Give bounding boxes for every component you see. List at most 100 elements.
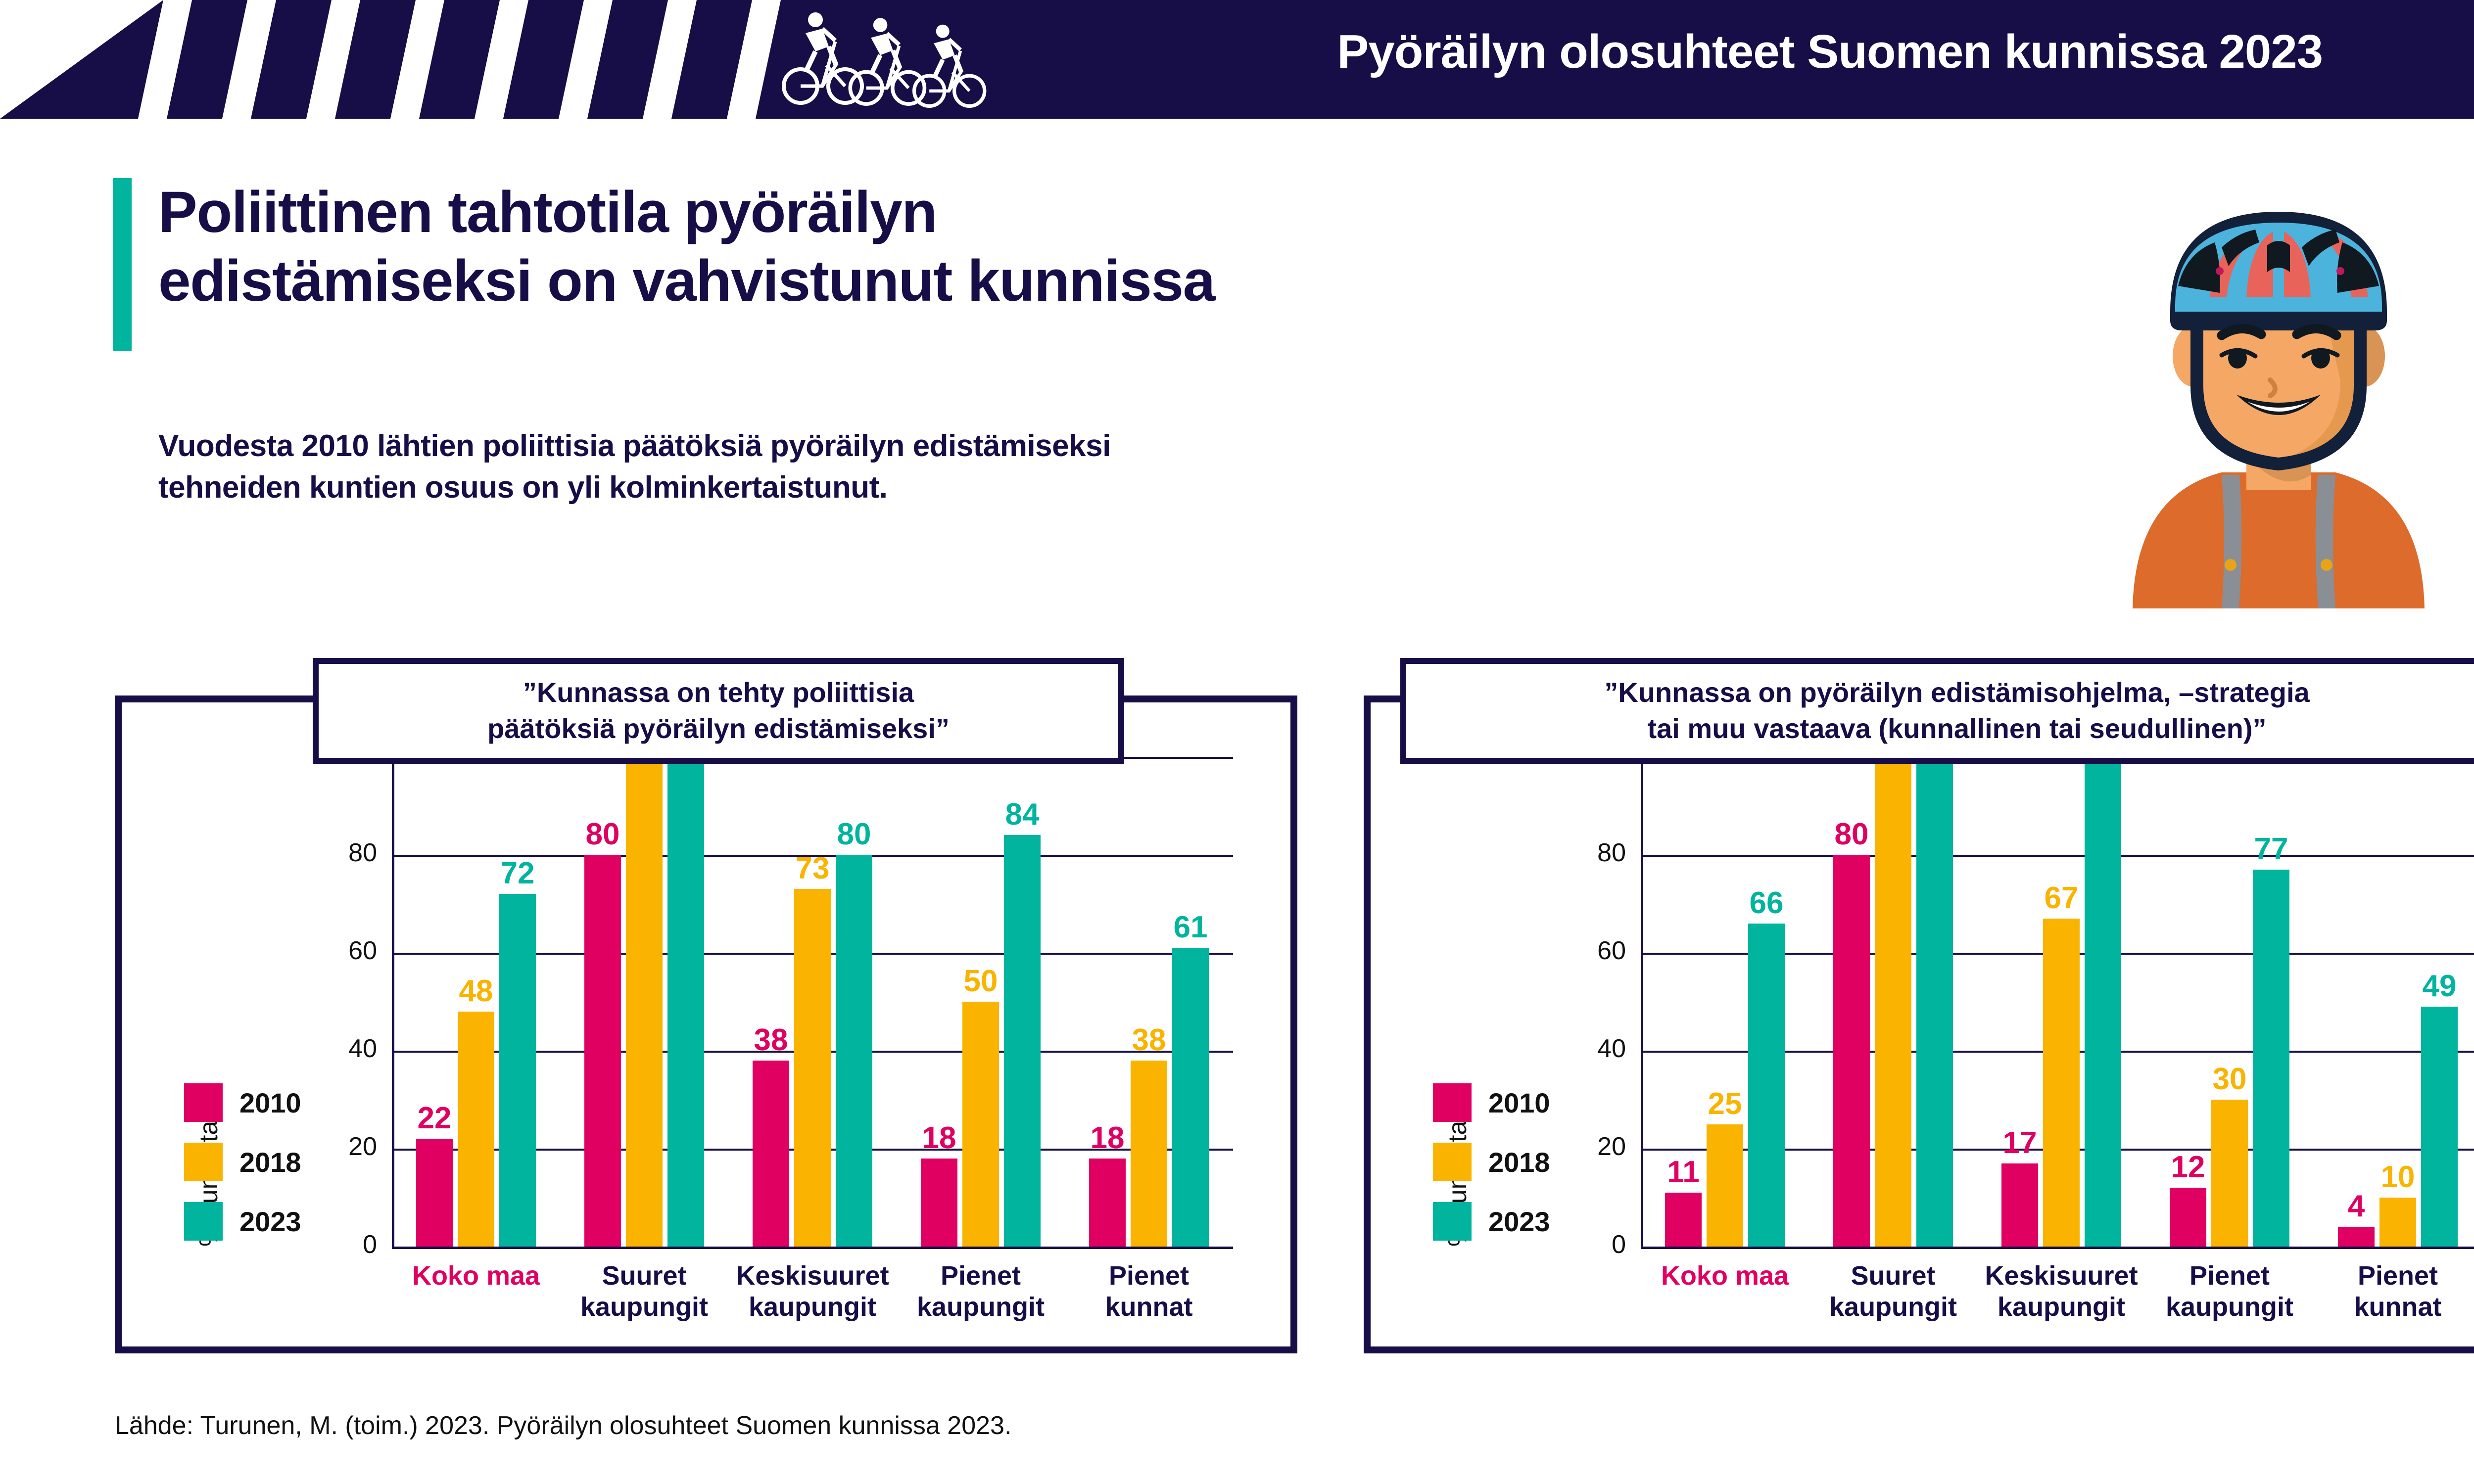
gridline xyxy=(392,855,1233,857)
bar-value-label: 80 xyxy=(585,817,620,851)
bar[interactable] xyxy=(584,855,621,1247)
bar-column[interactable]: 61 xyxy=(1172,757,1209,1247)
bar-column[interactable]: 4 xyxy=(2338,757,2375,1247)
bar-group: 80100100 xyxy=(1833,719,1960,1247)
y-axis-tick: 0 xyxy=(363,1230,377,1259)
bar[interactable] xyxy=(499,894,536,1247)
x-axis-category-label: Koko maa xyxy=(392,1260,560,1292)
legend-label: 2018 xyxy=(239,1146,301,1178)
bar[interactable] xyxy=(626,757,663,1247)
legend-item[interactable]: 2018 xyxy=(1433,1143,1550,1181)
bar[interactable] xyxy=(1833,855,1870,1247)
bar-column[interactable]: 80 xyxy=(836,757,872,1247)
bar[interactable] xyxy=(836,855,872,1247)
bar[interactable] xyxy=(962,1002,999,1247)
bar-column[interactable]: 100 xyxy=(2077,719,2129,1247)
bar-column[interactable]: 22 xyxy=(416,757,453,1247)
x-axis-category-label: Pienet kaupungit xyxy=(2145,1260,2314,1322)
bar-column[interactable]: 73 xyxy=(794,757,831,1247)
bar[interactable] xyxy=(921,1158,957,1247)
gridline xyxy=(1641,855,2474,857)
bar-column[interactable]: 100 xyxy=(1909,719,1960,1247)
bar-column[interactable]: 100 xyxy=(1867,719,1919,1247)
bar-value-label: 17 xyxy=(2002,1125,2037,1160)
chart-legend: 2010 2018 2023 xyxy=(1433,1083,1550,1261)
bar[interactable] xyxy=(2085,757,2121,1247)
bar-column[interactable]: 84 xyxy=(1004,757,1041,1247)
x-axis-category-label: Suuret kaupungit xyxy=(560,1260,728,1322)
bar[interactable] xyxy=(2338,1227,2375,1247)
bar[interactable] xyxy=(1172,948,1209,1247)
legend-item[interactable]: 2018 xyxy=(184,1143,301,1181)
chart-panel-right: ”Kunnassa on pyöräilyn edistämisohjelma,… xyxy=(1364,658,2474,1360)
bar[interactable] xyxy=(2379,1198,2416,1247)
legend-swatch xyxy=(184,1083,223,1122)
category-label-line1: Pienet xyxy=(2357,1261,2438,1291)
bar[interactable] xyxy=(2253,869,2289,1247)
bar[interactable] xyxy=(1089,1158,1126,1247)
bar-column[interactable]: 18 xyxy=(921,757,957,1247)
page-title: Poliittinen tahtotila pyöräilyn edistämi… xyxy=(158,178,1643,316)
bar-column[interactable]: 48 xyxy=(458,757,494,1247)
bar-column[interactable]: 25 xyxy=(1707,757,1743,1247)
x-axis-line xyxy=(392,1247,1233,1249)
bar-value-label: 12 xyxy=(2171,1150,2205,1185)
y-axis-tick: 80 xyxy=(1597,838,1626,867)
category-label-line1: Koko maa xyxy=(1661,1261,1789,1291)
bar-group: 38 73 80 xyxy=(753,757,872,1247)
legend-item[interactable]: 2023 xyxy=(1433,1202,1550,1241)
bar[interactable] xyxy=(2001,1163,2038,1247)
source-note: Lähde: Turunen, M. (toim.) 2023. Pyöräil… xyxy=(115,1411,1012,1440)
bar-value-label: 49 xyxy=(2422,969,2457,1003)
bar[interactable] xyxy=(2421,1006,2458,1247)
bar[interactable] xyxy=(1004,835,1041,1247)
bar-value-label: 38 xyxy=(754,1022,788,1057)
bar[interactable] xyxy=(1665,1193,1702,1247)
bar[interactable] xyxy=(2211,1100,2248,1247)
bar-column[interactable]: 12 xyxy=(2170,757,2206,1247)
bar[interactable] xyxy=(667,757,704,1247)
bar-column[interactable]: 10 xyxy=(2379,757,2416,1247)
bar-column[interactable]: 80 xyxy=(584,757,621,1247)
bar-column[interactable]: 18 xyxy=(1089,757,1126,1247)
bar[interactable] xyxy=(416,1139,453,1247)
bar[interactable] xyxy=(794,889,831,1247)
category-label-line1: Pienet xyxy=(940,1261,1021,1291)
bar[interactable] xyxy=(1707,1124,1743,1247)
bar-column[interactable]: 100 xyxy=(660,719,712,1247)
bar[interactable] xyxy=(458,1011,494,1247)
x-axis-category-label: Pienet kaupungit xyxy=(897,1260,1065,1322)
y-axis-tick: 20 xyxy=(1597,1132,1626,1161)
bar-column[interactable]: 67 xyxy=(2043,757,2080,1247)
bar-column[interactable]: 38 xyxy=(753,757,789,1247)
legend-item[interactable]: 2023 xyxy=(184,1202,301,1241)
bar-column[interactable]: 11 xyxy=(1665,757,1702,1247)
bar[interactable] xyxy=(1875,757,1911,1247)
bar-column[interactable]: 66 xyxy=(1748,757,1785,1247)
bar-column[interactable]: 49 xyxy=(2421,757,2458,1247)
bar-column[interactable]: 50 xyxy=(962,757,999,1247)
legend-item[interactable]: 2010 xyxy=(1433,1083,1550,1122)
bar[interactable] xyxy=(1131,1060,1167,1247)
bar[interactable] xyxy=(2170,1188,2206,1247)
category-label-line1: Pienet xyxy=(2189,1261,2270,1291)
bar-column[interactable]: 30 xyxy=(2211,757,2248,1247)
bar-column[interactable]: 38 xyxy=(1131,757,1167,1247)
bar-column[interactable]: 80 xyxy=(1833,757,1870,1247)
bar[interactable] xyxy=(2043,918,2080,1247)
legend-item[interactable]: 2010 xyxy=(184,1083,301,1122)
bar-column[interactable]: 72 xyxy=(499,757,536,1247)
legend-label: 2018 xyxy=(1488,1146,1550,1178)
bar-value-label: 84 xyxy=(1005,797,1040,832)
bar[interactable] xyxy=(753,1060,789,1247)
bar-column[interactable]: 17 xyxy=(2001,757,2038,1247)
legend-swatch xyxy=(1433,1083,1472,1122)
bar-value-label: 67 xyxy=(2044,881,2079,915)
bar[interactable] xyxy=(1748,923,1785,1247)
bar-column[interactable]: 77 xyxy=(2253,757,2289,1247)
bar-group: 4 10 49 xyxy=(2338,757,2458,1247)
bar-column[interactable]: 100 xyxy=(618,719,670,1247)
chart-title-right-line1: ”Kunnassa on pyöräilyn edistämisohjelma,… xyxy=(1604,677,2310,708)
page-title-line2: edistämiseksi on vahvistunut kunnissa xyxy=(158,248,1215,314)
bar[interactable] xyxy=(1916,757,1953,1247)
